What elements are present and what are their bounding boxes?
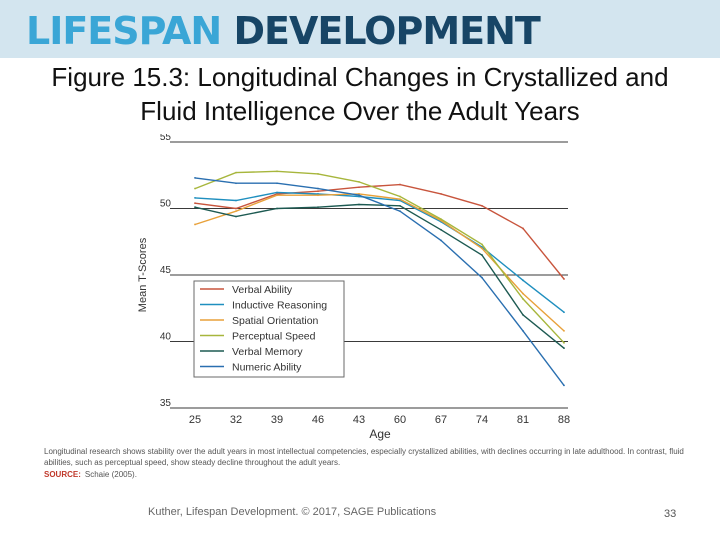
legend-label-1: Inductive Reasoning (232, 300, 327, 312)
data-point (276, 194, 278, 197)
legend-label-4: Verbal Memory (232, 346, 303, 358)
data-point (276, 182, 278, 185)
data-point (522, 314, 524, 316)
legend-label-3: Perceptual Speed (232, 331, 316, 343)
source-label: SOURCE: (44, 470, 81, 479)
data-point (317, 187, 319, 190)
data-point (317, 194, 319, 197)
data-point (440, 239, 442, 242)
y-tick-label: 45 (160, 265, 172, 276)
x-tick-label: 25 (189, 414, 201, 426)
data-point (276, 170, 278, 173)
data-point (276, 192, 278, 195)
data-point (235, 182, 237, 185)
data-point (522, 292, 524, 295)
y-axis-label: Mean T-Scores (137, 237, 149, 312)
series-line-1 (194, 191, 565, 313)
data-point (358, 194, 360, 197)
book-title-word-1: LIFESPAN (26, 9, 222, 53)
data-point (481, 254, 483, 256)
data-point (399, 198, 401, 201)
data-point (440, 218, 442, 221)
y-tick-label: 50 (160, 199, 172, 210)
data-point (358, 186, 360, 189)
data-point (235, 215, 237, 218)
data-point (235, 210, 237, 213)
header-banner: LIFESPAN DEVELOPMENT (0, 0, 720, 58)
legend-label-2: Spatial Orientation (232, 315, 319, 327)
data-point (235, 199, 237, 202)
data-point (276, 191, 278, 194)
data-point (481, 247, 483, 250)
legend-box (193, 280, 345, 378)
data-point (194, 206, 196, 209)
data-point (563, 329, 565, 332)
data-point (522, 227, 524, 230)
data-point (194, 223, 196, 226)
data-point (358, 203, 360, 206)
data-point (522, 298, 524, 300)
book-title-word-2: DEVELOPMENT (233, 9, 540, 53)
x-tick-label: 81 (517, 414, 529, 426)
series-line-4 (194, 203, 565, 349)
data-point (440, 192, 442, 195)
legend-label-5: Numeric Ability (232, 362, 302, 374)
x-tick-label: 43 (353, 414, 365, 426)
data-point (317, 173, 319, 175)
data-point (194, 187, 196, 190)
data-point (358, 192, 360, 195)
data-point (235, 207, 237, 210)
figure-caption: Longitudinal research shows stability ov… (44, 447, 684, 467)
y-tick-label: 55 (160, 134, 172, 143)
x-tick-label: 32 (230, 414, 242, 426)
x-tick-label: 60 (394, 414, 406, 426)
slide-footer: Kuther, Lifespan Development. © 2017, SA… (148, 506, 437, 518)
data-point (358, 181, 360, 183)
x-tick-label: 46 (312, 414, 324, 426)
data-point (194, 196, 196, 199)
data-point (522, 329, 524, 332)
figure-source: SOURCE: Schaie (2005). (44, 470, 137, 479)
line-chart: 35 40 45 50 55 25 32 39 46 43 60 67 74 81 88 Age Mean T-… (137, 134, 570, 441)
data-point (563, 341, 565, 344)
x-tick-label: 88 (558, 414, 570, 426)
data-point (481, 204, 483, 207)
data-point (317, 190, 319, 193)
data-point (481, 243, 483, 246)
page-number: 33 (664, 508, 677, 520)
data-point (317, 206, 319, 209)
y-tick-label: 40 (160, 332, 172, 343)
data-point (522, 279, 524, 282)
series-line-0 (194, 183, 565, 280)
data-point (194, 202, 196, 205)
data-point (563, 311, 565, 314)
data-point (563, 384, 565, 387)
data-point (194, 177, 196, 179)
data-point (563, 347, 565, 350)
x-axis-label: Age (369, 427, 391, 441)
slide-title: Figure 15.3: Longitudinal Changes in Cry… (51, 62, 669, 126)
data-point (235, 171, 237, 174)
source-text: Schaie (2005). (84, 470, 137, 479)
series-line-5 (194, 177, 565, 386)
x-tick-label: 67 (435, 414, 447, 426)
x-tick-label: 74 (476, 414, 488, 426)
book-title: LIFESPAN DEVELOPMENT (26, 6, 541, 56)
data-point (317, 192, 319, 195)
data-point (399, 195, 401, 198)
data-point (440, 228, 442, 231)
data-point (481, 276, 483, 279)
data-point (276, 207, 278, 210)
legend-label-0: Verbal Ability (232, 284, 293, 296)
y-tick-label: 35 (160, 398, 172, 409)
data-point (563, 278, 565, 280)
series-line-3 (194, 170, 565, 344)
data-point (399, 183, 401, 186)
data-point (399, 210, 401, 213)
x-tick-label: 39 (271, 414, 283, 426)
data-point (399, 204, 401, 207)
